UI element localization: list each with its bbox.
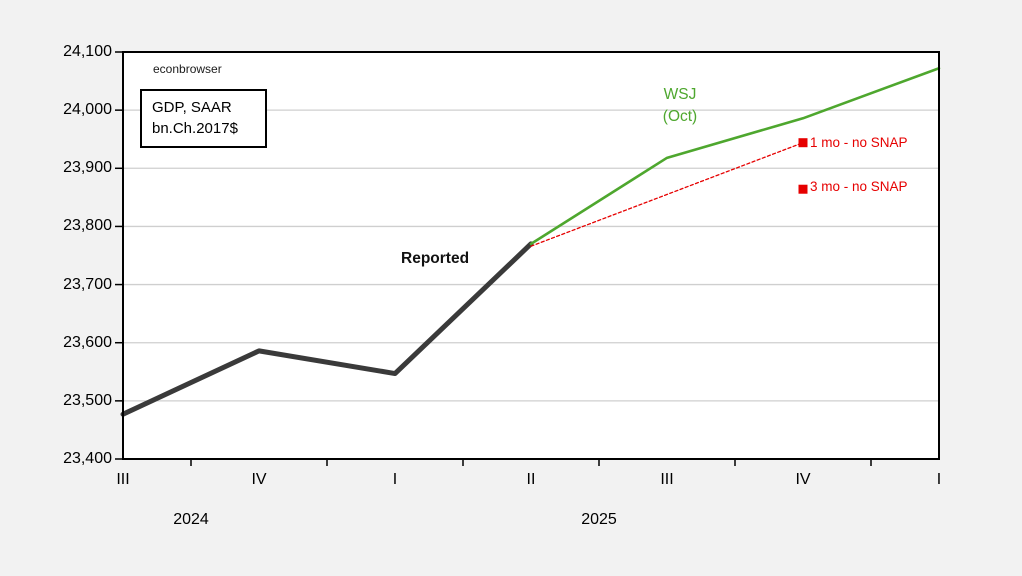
x-tick-label: I xyxy=(936,471,942,488)
econbrowser-watermark: econbrowser xyxy=(153,62,222,76)
series-title-line2: bn.Ch.2017$ xyxy=(152,120,238,137)
y-tick-label: 23,700 xyxy=(63,275,112,293)
y-tick-label: 23,800 xyxy=(63,217,112,235)
wsj-series-label-line1: WSJ xyxy=(663,86,697,103)
three-month-no-snap-label: 3 mo - no SNAP xyxy=(810,179,908,194)
plot-border xyxy=(122,51,940,460)
series-marker-2 xyxy=(798,138,808,148)
y-tick-label: 23,900 xyxy=(63,159,112,177)
x-year-label: 2024 xyxy=(173,511,209,528)
x-tick-label: II xyxy=(526,471,536,488)
x-tick-label: IV xyxy=(795,471,811,488)
series-line-1 xyxy=(529,66,941,246)
series-title-box: GDP, SAAR bn.Ch.2017$ xyxy=(140,89,267,148)
series-line-2 xyxy=(530,142,804,247)
x-tick-label: IV xyxy=(251,471,267,488)
x-tick-label: III xyxy=(116,471,130,488)
y-tick-label: 24,100 xyxy=(63,43,112,60)
y-tick-label: 23,400 xyxy=(63,450,112,467)
y-tick-label: 23,500 xyxy=(63,391,112,409)
y-tick-label: 23,600 xyxy=(63,333,112,351)
reported-series-label: Reported xyxy=(401,250,470,267)
wsj-series-label-line2: (Oct) xyxy=(662,108,698,125)
y-tick-label: 24,000 xyxy=(63,101,112,119)
one-month-no-snap-label: 1 mo - no SNAP xyxy=(810,135,908,150)
x-year-label: 2025 xyxy=(581,511,617,528)
wsj-series-label: WSJ (Oct) xyxy=(645,84,715,128)
x-tick-label: III xyxy=(660,471,674,488)
series-title-line1: GDP, SAAR xyxy=(152,99,232,116)
series-marker-3 xyxy=(798,184,808,194)
series-line-0 xyxy=(120,241,534,417)
x-tick-label: I xyxy=(392,471,398,488)
